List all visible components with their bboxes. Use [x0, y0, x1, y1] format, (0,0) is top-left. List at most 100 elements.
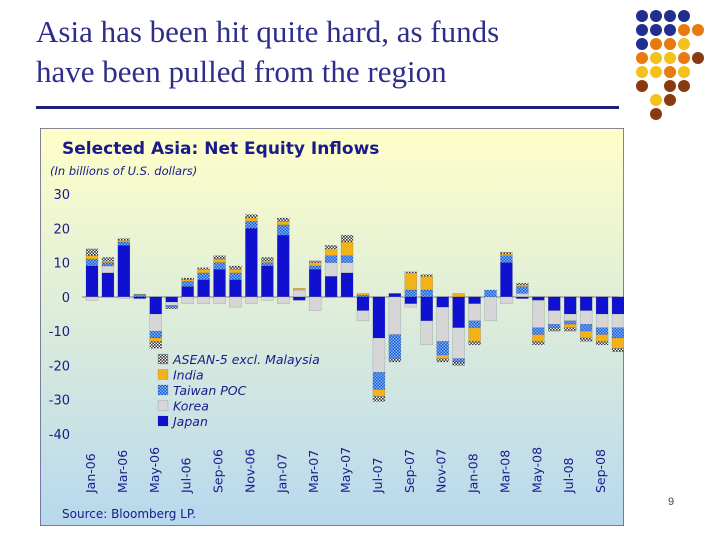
- bar-segment-korea: [579, 310, 593, 325]
- bar-segment-asean-5-excl-malaysia: [388, 358, 402, 363]
- bar-segment-asean-5-excl-malaysia: [579, 337, 593, 342]
- bar-segment-taiwan-poc: [500, 255, 513, 263]
- bar-segment-japan: [548, 296, 561, 311]
- bar-segment-japan: [611, 296, 625, 315]
- bar-segment-korea: [181, 296, 194, 304]
- bar-segment-taiwan-poc: [564, 320, 577, 325]
- bar-segment-korea: [149, 313, 162, 332]
- bar-segment-korea: [611, 313, 625, 328]
- bar-segment-india: [468, 327, 481, 342]
- bar-segment-korea: [261, 296, 274, 301]
- bar-segment-taiwan-poc: [229, 272, 242, 280]
- decorative-dot: [636, 24, 648, 36]
- decorative-dot: [678, 38, 690, 50]
- decorative-dot: [636, 80, 648, 92]
- chart-panel: Selected Asia: Net Equity Inflows (In bi…: [39, 127, 625, 527]
- decorative-dot: [678, 52, 690, 64]
- bar-segment-india: [340, 241, 354, 256]
- bar-segment-japan: [117, 245, 131, 298]
- decorative-dot: [664, 38, 676, 50]
- bar-segment-taiwan-poc: [308, 265, 322, 270]
- bar-segment-taiwan-poc: [420, 289, 433, 298]
- x-tick-label: Mar-06: [115, 450, 130, 493]
- bar-segment-india: [372, 389, 386, 397]
- bar-segment-taiwan-poc: [372, 372, 386, 390]
- bar-segment-asean-5-excl-malaysia: [548, 327, 561, 332]
- x-tick-label: Jul-08: [561, 457, 576, 494]
- bar-segment-asean-5-excl-malaysia: [133, 293, 147, 296]
- legend-label: Taiwan POC: [173, 383, 247, 398]
- bar-segment-korea: [308, 296, 322, 311]
- bar-segment-korea: [436, 306, 449, 342]
- bar-segment-japan: [133, 296, 147, 299]
- bar-segment-india: [356, 293, 370, 296]
- bar-segment-india: [293, 288, 306, 291]
- bar-segment-asean-5-excl-malaysia: [181, 277, 194, 280]
- bar-segment-taiwan-poc: [181, 281, 194, 287]
- bar-segment-asean-5-excl-malaysia: [229, 265, 242, 270]
- x-tick-label: May-06: [147, 447, 162, 493]
- bar-segment-korea: [500, 296, 513, 304]
- y-axis-ticks: 30 20 10 0 -10 -20 -30 -40: [49, 188, 70, 443]
- legend-swatch: [157, 369, 169, 380]
- x-tick-label: May-07: [338, 447, 353, 493]
- chart-background: [39, 127, 625, 527]
- bar-segment-korea: [293, 289, 306, 298]
- y-tick-label: -40: [49, 428, 70, 443]
- decorative-dot: [678, 66, 690, 78]
- chart-title: Selected Asia: Net Equity Inflows: [62, 139, 379, 159]
- title-underline: [36, 106, 619, 109]
- y-tick-label: 20: [53, 222, 70, 237]
- legend-swatch: [157, 400, 169, 411]
- page-number: 9: [668, 496, 675, 508]
- bar-segment-japan: [500, 262, 513, 298]
- bar-segment-india: [197, 269, 210, 274]
- bar-segment-japan: [293, 296, 306, 301]
- bar-segment-korea: [165, 301, 178, 306]
- bar-segment-japan: [324, 276, 338, 298]
- bar-segment-japan: [308, 269, 322, 298]
- bar-segment-india: [181, 279, 194, 282]
- decorative-dot: [636, 38, 648, 50]
- bar-segment-japan: [388, 293, 402, 298]
- decorative-dot: [692, 52, 704, 64]
- bar-segment-asean-5-excl-malaysia: [117, 238, 131, 241]
- bar-segment-taiwan-poc: [532, 327, 545, 335]
- bar-segment-taiwan-poc: [101, 262, 115, 267]
- bar-segment-taiwan-poc: [548, 324, 561, 328]
- bar-segment-asean-5-excl-malaysia: [261, 257, 274, 262]
- y-tick-label: -30: [49, 394, 70, 409]
- bar-segment-japan: [197, 279, 210, 298]
- bar-segment-taiwan-poc: [595, 327, 609, 335]
- bar-segment-korea: [516, 293, 529, 298]
- decorative-dot: [692, 24, 704, 36]
- decorative-dot: [678, 80, 690, 92]
- decorative-dot: [650, 10, 662, 22]
- bar-segment-korea: [532, 300, 545, 328]
- bar-segment-india: [611, 337, 625, 349]
- bar-segment-korea: [595, 313, 609, 328]
- bar-segment-japan: [436, 296, 449, 308]
- bar-segment-taiwan-poc: [149, 330, 162, 339]
- legend-swatch: [157, 384, 169, 396]
- bar-segment-korea: [548, 310, 561, 325]
- bar-segment-korea: [197, 296, 210, 304]
- decorative-dot: [650, 38, 662, 50]
- bar-segment-japan: [564, 296, 577, 315]
- slide-title-line-1: Asia has been hit quite hard, as funds: [36, 14, 500, 49]
- bar-segment-korea: [372, 337, 386, 373]
- bar-segment-korea: [324, 262, 338, 277]
- y-tick-label: 10: [53, 257, 70, 272]
- bar-segment-korea: [468, 303, 481, 322]
- bar-segment-asean-5-excl-malaysia: [213, 255, 226, 260]
- bar-segment-india: [85, 255, 99, 260]
- bar-segment-asean-5-excl-malaysia: [516, 282, 529, 286]
- bar-segment-korea: [101, 265, 115, 274]
- bar-segment-taiwan-poc: [579, 324, 593, 332]
- bar-segment-asean-5-excl-malaysia: [420, 274, 433, 277]
- bar-segment-india: [117, 240, 131, 243]
- bar-segment-india: [308, 262, 322, 267]
- x-tick-label: Nov-07: [434, 449, 449, 493]
- bar-segment-asean-5-excl-malaysia: [324, 245, 338, 250]
